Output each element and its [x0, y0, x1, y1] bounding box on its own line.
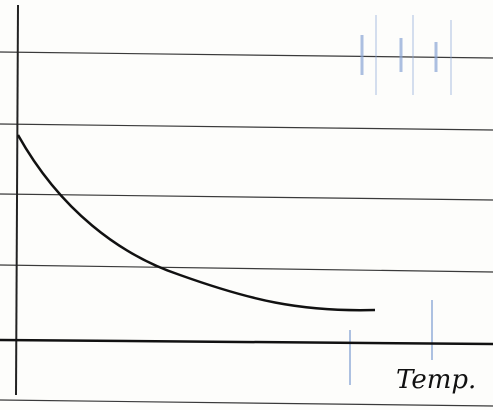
sketch: Temp. [0, 0, 493, 410]
paper [0, 0, 493, 410]
x-axis-label: Temp. [396, 365, 476, 395]
